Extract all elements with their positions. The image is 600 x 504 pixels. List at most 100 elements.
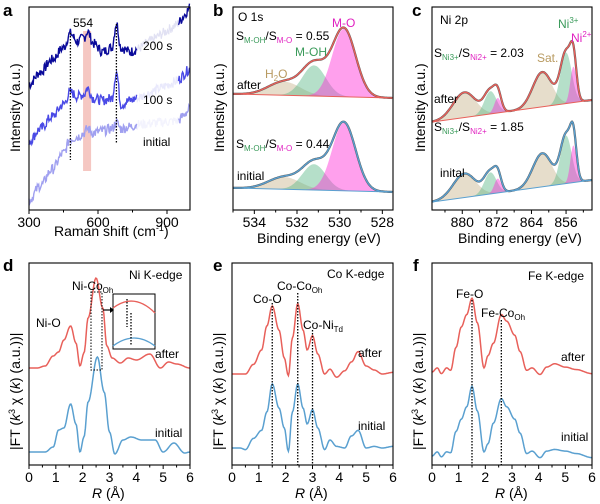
peak-label-ni-o: Ni-O	[36, 316, 61, 330]
ratio-s: S	[434, 120, 442, 134]
component-fill	[432, 173, 592, 202]
x-tick-label: 6	[186, 469, 194, 485]
x-tick-label: 4	[535, 469, 543, 485]
plot-frame-a	[28, 6, 191, 211]
x-tick-label: 5	[159, 469, 167, 485]
curve-label-after-c: after	[434, 92, 458, 106]
series-faded-segment	[136, 117, 180, 130]
peak-label-co-ni: Co-NiTd	[303, 318, 343, 334]
component-fill	[432, 92, 592, 122]
x-tick-label: 1	[455, 469, 463, 485]
ratio-sub-moh: M-OH	[244, 36, 266, 45]
x-tick-label: 0	[25, 469, 33, 485]
edge-label-co: Co K-edge	[327, 267, 385, 281]
x-axis-title-e: R (Å)	[295, 485, 328, 501]
curve-label-initial-e: initial	[358, 419, 385, 433]
curve-label-after-d: after	[155, 347, 179, 361]
series-line-100s	[28, 69, 138, 147]
edge-label-fe: Fe K-edge	[528, 269, 584, 283]
component-fill	[233, 28, 393, 98]
series-right-segment	[177, 66, 191, 85]
y-axis-title-c: Intensity (a.u.)	[412, 63, 428, 152]
ratio-s: S	[434, 46, 442, 60]
peak-label-co-co: Co-CoOh	[277, 279, 322, 295]
series-line-initial	[232, 382, 393, 454]
ni2-sup: 2+	[582, 30, 591, 39]
ft-chi: χ (	[410, 389, 426, 409]
ratio-s: S	[236, 29, 244, 43]
x-tick-label: 900	[155, 214, 179, 230]
curve-label-initial-d: initial	[155, 426, 182, 440]
x-tick-label: 528	[371, 214, 395, 230]
panel-d: d 0 1 2 3 4 5 6 Ni K-edge Ni-CoOh Ni-O after i…	[3, 256, 194, 501]
legend-200s: 200 s	[143, 39, 172, 53]
component-fill	[233, 81, 393, 98]
x-tick-label: 2	[79, 469, 87, 485]
y-axis-title-d: |FT (k3 χ (k) (a.u.))|	[7, 333, 23, 450]
co-co-main: Co-Co	[277, 279, 312, 293]
legend-initial: initial	[143, 135, 170, 149]
panel-c: c 880 872 864 856 Ni 2p Ni3+ Ni2+ Sat. SNi3…	[412, 1, 593, 246]
x-tick-label: 0	[428, 469, 436, 485]
ratio-sub-ni3: Ni3+	[442, 127, 459, 136]
ratio-s2: S	[269, 137, 277, 151]
inset-frame	[112, 293, 156, 350]
curve-label-initial-c: inital	[440, 166, 465, 180]
y-axis-title-f: |FT (k3 χ (k) (a.u.))|	[410, 333, 426, 450]
y-axis-title-b: Intensity (a.u.)	[211, 63, 227, 152]
spectrum-title-o1s: O 1s	[238, 10, 263, 24]
panel-e: e 0 1 2 3 4 5 6 Co K-edge Co-CoOh Co-O Co-NiTd…	[210, 256, 397, 501]
ni3-sup: 3+	[569, 16, 578, 25]
ni2-base: Ni	[571, 31, 582, 45]
ni-co-main: Ni-Co	[72, 279, 103, 293]
ratio-value-after-c: = 2.03	[487, 46, 524, 60]
x-axis-title-c: Binding energy (eV)	[458, 230, 582, 246]
highlight-band-554	[83, 31, 92, 171]
spectrum-title-ni2p: Ni 2p	[440, 13, 468, 27]
ratio-s2: S	[462, 46, 470, 60]
ratio-slash: /	[459, 120, 463, 134]
x-tick-label: 880	[451, 214, 475, 230]
ft-k: k	[210, 413, 226, 421]
x-tick-label: 1	[255, 469, 263, 485]
inset-curve-after	[112, 300, 156, 314]
ratio-slash: /	[265, 29, 269, 43]
x-tick-label: 532	[285, 214, 309, 230]
ratio-label-initial-c: SNi3+/SNi2+ = 1.85	[434, 120, 524, 136]
component-fill	[233, 177, 393, 192]
ft-a: |FT (	[210, 421, 226, 450]
ratio-label-after: SM-OH/SM-O = 0.55	[236, 29, 330, 45]
baseline-initial	[232, 187, 394, 193]
component-label-ni2: Ni2+	[571, 30, 592, 45]
baseline-inital	[431, 179, 593, 203]
x-axis-title-a-sup: -1	[156, 223, 164, 233]
legend-100s: 100 s	[143, 93, 172, 107]
ft-k2: k	[7, 381, 23, 389]
curve-label-after-e: after	[358, 346, 382, 360]
inset	[103, 293, 156, 350]
ratio-label-initial: SM-OH/SM-O = 0.44	[236, 137, 330, 153]
component-label-sat: Sat.	[537, 51, 558, 65]
ft-k2: k	[410, 381, 426, 389]
ratio-label-after-c: SNi3+/SNi2+ = 2.03	[434, 46, 524, 62]
edge-label-ni: Ni K-edge	[129, 268, 183, 282]
plot-frame-c	[431, 6, 593, 211]
panel-f: f 0 1 2 3 4 5 6 Fe K-edge Fe-O Fe-CoOh after i…	[410, 256, 596, 501]
curve-label-after-f: after	[561, 350, 585, 364]
co-ni-sub: Td	[334, 325, 343, 334]
x-tick-label: 530	[328, 214, 352, 230]
r-italic: R	[92, 485, 102, 501]
x-tick-label: 5	[362, 469, 370, 485]
ft-3: 3	[210, 409, 220, 414]
r-italic: R	[295, 485, 305, 501]
r-unit: (Å)	[305, 485, 328, 501]
x-axis-title-a: Raman shift (cm-1)	[54, 223, 169, 239]
series-right-segment	[177, 3, 191, 26]
ft-a: |FT (	[7, 421, 23, 450]
ft-k: k	[7, 413, 23, 421]
series-line-after	[431, 296, 592, 376]
ft-end: ) (a.u.))|	[210, 333, 226, 383]
x-tick-label: 534	[243, 214, 267, 230]
ratio-sub-ni2: Ni2+	[470, 127, 487, 136]
